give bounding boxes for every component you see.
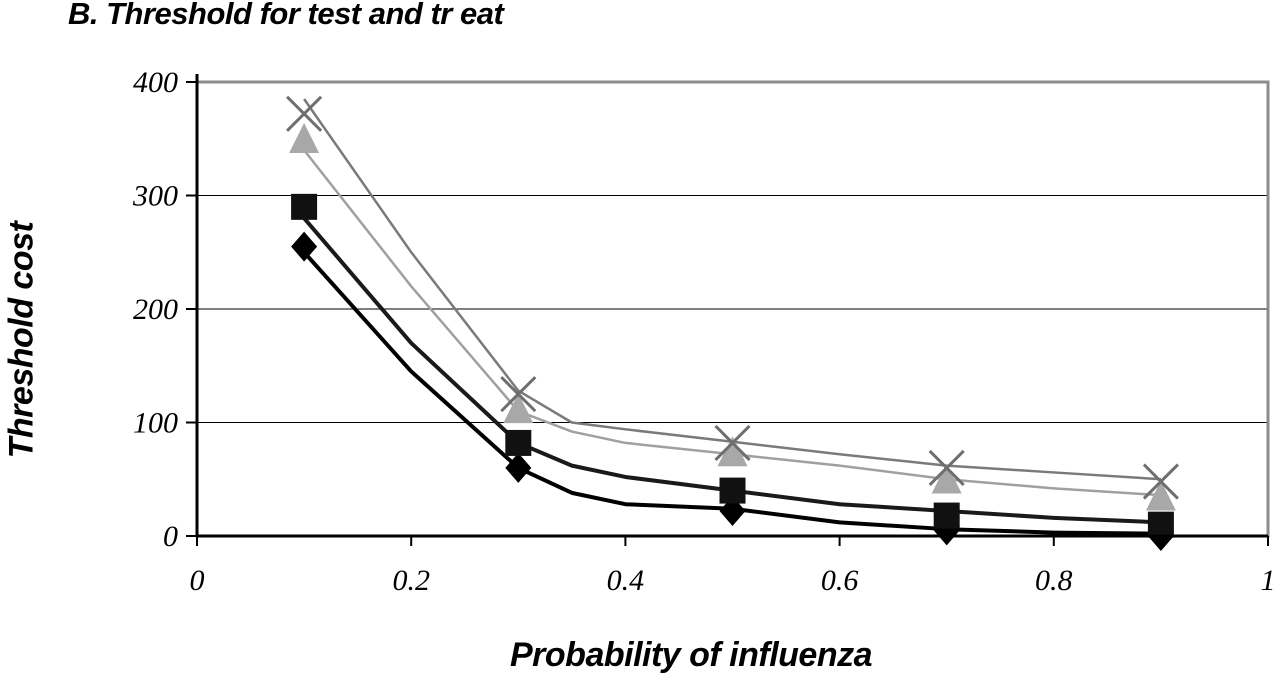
marker-triangle: [1145, 480, 1176, 511]
marker-triangle: [717, 436, 748, 467]
axes: [186, 74, 1269, 546]
marker-diamond: [291, 231, 318, 262]
marker-square: [1147, 511, 1174, 538]
marker-x: [286, 95, 323, 132]
series-line-square: [302, 216, 1161, 525]
marker-square: [719, 477, 746, 504]
series-lines: [302, 98, 1161, 536]
marker-x: [1142, 463, 1179, 500]
series-line-diamond: [302, 250, 1161, 536]
tick-labels: 0 100 200 300 400 0 0.2 0.4 0.6 0.8 1: [132, 66, 1276, 597]
x-tick-label: 0.2: [392, 564, 430, 597]
gridlines: [197, 195, 1268, 423]
x-tick-label: 0.4: [607, 564, 645, 597]
y-tick-label: 400: [133, 66, 178, 99]
chart-title: B. Threshold for test and tr eat: [68, 0, 504, 31]
marker-x: [500, 376, 537, 413]
marker-x: [928, 449, 965, 486]
marker-triangle: [931, 463, 962, 494]
x-tick-label: 0.8: [1035, 564, 1073, 597]
series-line-x: [303, 98, 1161, 481]
y-tick-label: 200: [133, 293, 178, 326]
y-tick-label: 100: [133, 407, 178, 440]
y-tick-label: 0: [163, 520, 178, 553]
series-markers: [286, 95, 1179, 551]
marker-square: [291, 193, 318, 220]
y-tick-label: 300: [132, 180, 178, 213]
series-line-triangle: [303, 149, 1161, 497]
x-tick-label: 1: [1261, 564, 1276, 597]
x-axis-label: Probability of influenza: [510, 636, 873, 674]
x-tick-label: 0.6: [821, 564, 859, 597]
marker-square: [505, 429, 532, 456]
x-tick-label: 0: [190, 564, 205, 597]
marker-triangle: [503, 393, 534, 424]
marker-x: [714, 424, 751, 461]
marker-diamond: [505, 452, 532, 483]
marker-triangle: [289, 123, 320, 154]
marker-square: [933, 502, 960, 529]
